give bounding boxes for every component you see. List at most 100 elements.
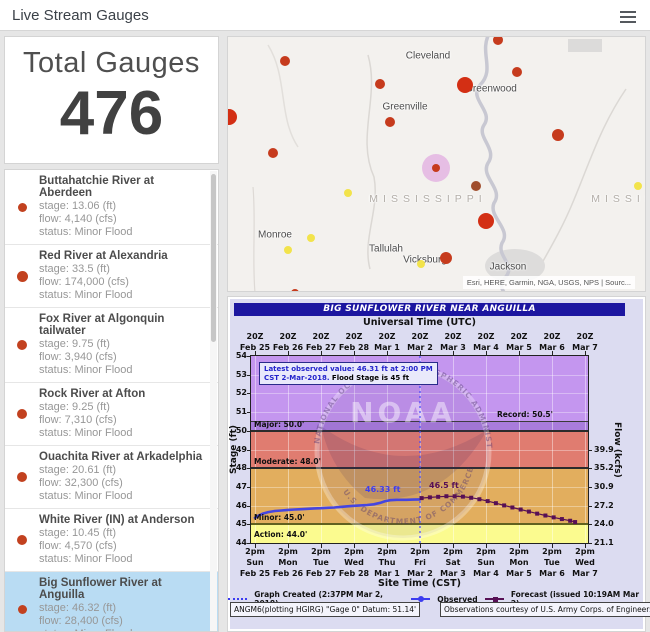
map-dot[interactable] [552,129,564,141]
gauge-status-dot [5,535,39,545]
stage-axis-value: 54 [235,351,247,360]
map-dot[interactable] [385,117,395,127]
forecast-marker [444,494,449,499]
top-axis-date: Mar 1 [374,343,400,352]
list-item[interactable]: Red River at Alexandria stage: 33.5 (ft) f… [5,245,218,308]
gauge-status-dot [5,409,39,419]
flow-axis-value: 39.9 [594,444,614,454]
bottom-axis-date: Feb 25 [239,569,271,578]
gauge-name: White River (IN) at Anderson [39,514,195,526]
svg-text:NOAA: NOAA [350,396,456,429]
gauge-list: Buttahatchie River at Aberdeen stage: 13.… [5,170,218,631]
list-item[interactable]: Big Sunflower River at Anguilla stage: 46… [5,572,218,631]
bottom-axis-day: Mon [278,558,298,567]
forecast-marker [493,501,498,506]
bottom-axis-time: 2pm [311,547,331,556]
map-label-mississippi: MISSISSIPPI [369,193,487,205]
map-dot[interactable] [228,109,237,125]
map-label-tallulah: Tallulah [369,243,403,255]
stage-axis-tick [247,412,251,414]
gauge-flow: flow: 28,400 (cfs) [39,615,123,627]
bottom-axis-time: 2pm [476,547,496,556]
grid-line-v [552,356,553,543]
map-dot[interactable] [268,148,278,158]
band-label: Minor: 45.0' [254,513,305,523]
forecast-marker [510,505,515,510]
bottom-axis-tick [486,543,487,548]
hydrograph-card: BIG SUNFLOWER RIVER NEAR ANGUILLA Univer… [227,296,650,632]
bottom-axis-date: Feb 27 [305,569,337,578]
forecast-marker [543,513,548,518]
bottom-axis-day: Sat [445,558,461,567]
map-dot[interactable] [457,77,473,93]
forecast-marker [535,511,540,516]
stage-axis-tick [247,505,251,507]
list-item[interactable]: Ouachita River at Arkadelphia stage: 20.6… [5,446,218,509]
bottom-axis-day: Wed [575,558,595,567]
map-dot[interactable] [440,252,452,264]
forecast-marker [573,520,578,525]
map-dot-selected[interactable] [432,164,440,172]
top-axis-tick [552,351,553,356]
gauge-list-scrollbar[interactable] [210,171,217,631]
forecast-marker [568,518,573,523]
gauge-flow: flow: 7,310 (cfs) [39,414,117,426]
map-dot[interactable] [284,246,292,254]
bottom-axis-day: Mon [509,558,529,567]
list-item[interactable]: Buttahatchie River at Aberdeen stage: 13.… [5,170,218,245]
bottom-axis-date: Mar 3 [440,569,466,578]
bottom-axis-day: Thu [378,558,396,567]
top-axis-hour: 20Z [345,332,363,341]
band-label: Action: 44.0' [254,530,308,539]
stage-axis-value: 48 [235,463,247,473]
bottom-axis-title: Site Time (CST) [378,578,461,589]
top-axis-hour: 20Z [279,332,297,341]
map-dot[interactable] [493,37,503,45]
bottom-axis-day: Fri [414,558,426,567]
bottom-axis-time: 2pm [443,547,463,556]
map-dot[interactable] [478,213,494,229]
grid-line-v [453,356,454,543]
map-label-mississ: MISSISS [591,193,645,205]
grid-line-h [251,393,588,395]
gauge-status: status: Minor Flood [39,364,133,376]
top-axis-tick [453,351,454,356]
flood-threshold-line [251,429,588,432]
top-axis-date: Feb 26 [272,343,304,352]
map-dot[interactable] [280,56,290,66]
map-dot[interactable] [417,260,425,268]
gauge-info: Big Sunflower River at Anguilla stage: 46… [39,577,208,631]
map-dot[interactable] [375,79,385,89]
list-item[interactable]: Rock River at Afton stage: 9.25 (ft) flow:… [5,383,218,446]
bottom-axis-time: 2pm [509,547,529,556]
top-axis-hour: 20Z [444,332,462,341]
hamburger-menu-icon[interactable] [620,9,638,23]
top-axis-tick [420,351,421,356]
forecast-marker [436,494,441,499]
gauge-stage: stage: 46.32 (ft) [39,602,117,614]
grid-line-v [354,356,355,543]
map-card[interactable]: Cleveland Greenwood Greenville Monroe Tallul… [227,36,646,292]
series-layer [253,356,578,543]
list-item[interactable]: White River (IN) at Anderson stage: 10.45… [5,509,218,572]
map-dot[interactable] [307,234,315,242]
grid-line-v [288,356,289,543]
bottom-axis-date: Mar 7 [572,569,598,578]
top-axis-date: Feb 28 [338,343,370,352]
stage-axis-value: 50 [235,425,247,435]
top-axis-title: Universal Time (UTC) [363,317,476,328]
map-dot[interactable] [291,289,299,291]
map-dot[interactable] [634,182,642,190]
map-dot[interactable] [471,181,481,191]
gauge-flow: flow: 4,140 (cfs) [39,213,117,225]
bottom-axis-date: Mar 5 [506,569,532,578]
forecast-crest-label: 46.5 ft [429,481,459,490]
gauge-name: Fox River at Algonquin tailwater [39,313,165,337]
bottom-axis-tick [288,543,289,548]
map-dot[interactable] [512,67,522,77]
map-dot[interactable] [344,189,352,197]
grid-line-v [519,356,520,543]
list-item[interactable]: Fox River at Algonquin tailwater stage: 9… [5,308,218,383]
scrollbar-thumb[interactable] [211,174,216,342]
forecast-marker [551,515,556,520]
